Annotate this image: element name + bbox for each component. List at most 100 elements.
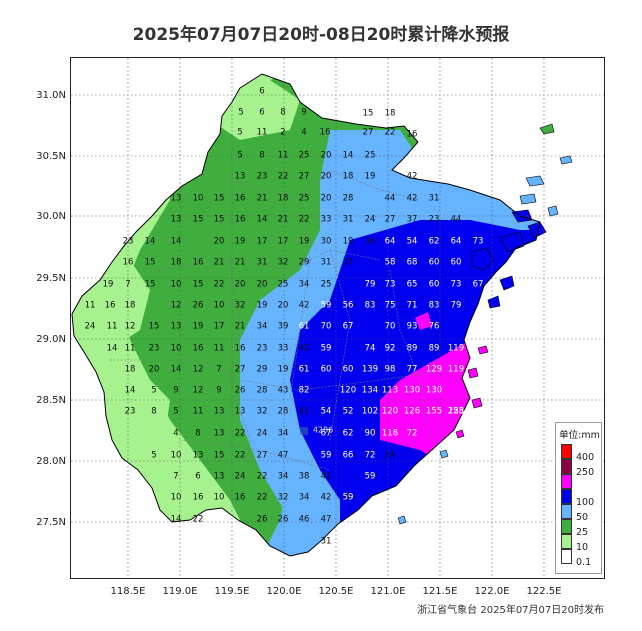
station-value: 19 <box>103 280 114 290</box>
lon-label: 122.0E <box>474 586 510 597</box>
province-outline <box>71 73 541 557</box>
station-value: 89 <box>429 344 440 354</box>
station-value: 12 <box>193 365 204 375</box>
station-value: 11 <box>85 301 96 311</box>
station-value: 83 <box>365 301 376 311</box>
station-value: 14 <box>171 515 182 525</box>
station-value: 24 <box>235 472 246 482</box>
station-value: 16 <box>123 258 134 268</box>
station-value: 22 <box>235 451 246 461</box>
station-value: 75 <box>385 301 396 311</box>
station-value: 5 <box>238 108 243 118</box>
station-value: 25 <box>299 194 310 204</box>
station-value: 11 <box>125 344 136 354</box>
station-value: 16 <box>320 128 331 138</box>
station-value: 2 <box>280 128 285 138</box>
station-value: 25 <box>365 151 376 161</box>
lon-label: 120.0E <box>266 586 302 597</box>
station-value: 22 <box>299 215 310 225</box>
lat-label: 29.0N <box>36 334 66 345</box>
station-value: 15 <box>363 109 374 119</box>
station-value: 60 <box>343 365 354 375</box>
legend-label: 400 <box>576 452 595 463</box>
station-value: 27 <box>299 172 310 182</box>
station-value: 89 <box>407 344 418 354</box>
station-value: 92 <box>385 344 396 354</box>
station-value: 17 <box>257 237 268 247</box>
station-value: 62 <box>429 237 440 247</box>
station-value: 4 <box>173 429 178 439</box>
legend-swatch <box>561 534 572 549</box>
station-value: 13 <box>235 407 246 417</box>
station-value: 10 <box>214 301 225 311</box>
station-value: 118 <box>382 429 398 439</box>
station-value: 60 <box>451 258 462 268</box>
station-value: 130 <box>426 386 442 396</box>
station-value: 26 <box>193 301 204 311</box>
station-value: 12 <box>125 322 136 332</box>
station-value: 16 <box>235 194 246 204</box>
station-value: 10 <box>171 280 182 290</box>
lon-label: 122.5E <box>526 586 562 597</box>
station-value: 28 <box>278 407 289 417</box>
station-value: 8 <box>280 108 285 118</box>
station-value: 15 <box>149 322 160 332</box>
station-value: 20 <box>214 237 225 247</box>
station-value: 58 <box>385 258 396 268</box>
station-value: 6 <box>259 87 264 97</box>
station-value: 134 <box>362 386 378 396</box>
station-value: 155 <box>426 407 442 417</box>
station-value: 31 <box>321 258 332 268</box>
station-value: 19 <box>278 365 289 375</box>
lon-label: 119.5E <box>214 586 250 597</box>
legend-label: 10 <box>576 542 589 553</box>
station-value: 28 <box>343 194 354 204</box>
station-value: 74 <box>365 344 376 354</box>
station-value: 10 <box>171 493 182 503</box>
station-value: 15 <box>145 280 156 290</box>
station-value: 67 <box>343 322 354 332</box>
legend-label: 25 <box>576 527 589 538</box>
station-value: 21 <box>278 215 289 225</box>
station-value: 30 <box>321 237 332 247</box>
station-value: 59 <box>343 493 354 503</box>
station-value: 7 <box>173 472 178 482</box>
station-value: 27 <box>385 215 396 225</box>
station-value: 11 <box>214 344 225 354</box>
station-value: 31 <box>321 537 332 547</box>
station-value: 61 <box>299 322 310 332</box>
station-value: 98 <box>385 365 396 375</box>
lon-label: 121.5E <box>422 586 458 597</box>
legend-swatch <box>561 489 572 504</box>
legend-title: 单位:mm <box>559 430 600 441</box>
station-value: 47 <box>321 515 332 525</box>
station-value: 79 <box>451 301 462 311</box>
station-marker: 4286 <box>300 426 333 435</box>
station-value: 22 <box>235 429 246 439</box>
station-value: 42 <box>299 301 310 311</box>
station-value: 120 <box>340 386 356 396</box>
station-value: 23 <box>429 215 440 225</box>
station-value: 13 <box>214 429 225 439</box>
station-value: 26 <box>257 515 268 525</box>
station-value: 44 <box>385 194 396 204</box>
station-value: 16 <box>235 344 246 354</box>
station-value: 72 <box>365 451 376 461</box>
station-value: 42 <box>321 493 332 503</box>
station-value: 34 <box>257 322 268 332</box>
station-value: 155 <box>448 407 464 417</box>
station-value: 119 <box>448 344 464 354</box>
station-value: 23 <box>257 344 268 354</box>
station-value: 19 <box>235 237 246 247</box>
station-value: 68 <box>407 258 418 268</box>
station-value: 32 <box>235 301 246 311</box>
station-value: 113 <box>382 386 398 396</box>
station-value: 60 <box>429 280 440 290</box>
station-value: 16 <box>105 301 116 311</box>
station-value: 18 <box>278 194 289 204</box>
station-marker-label: 4286 <box>313 426 333 435</box>
station-value: 24 <box>257 429 268 439</box>
station-value: 15 <box>214 215 225 225</box>
station-value: 14 <box>343 151 354 161</box>
